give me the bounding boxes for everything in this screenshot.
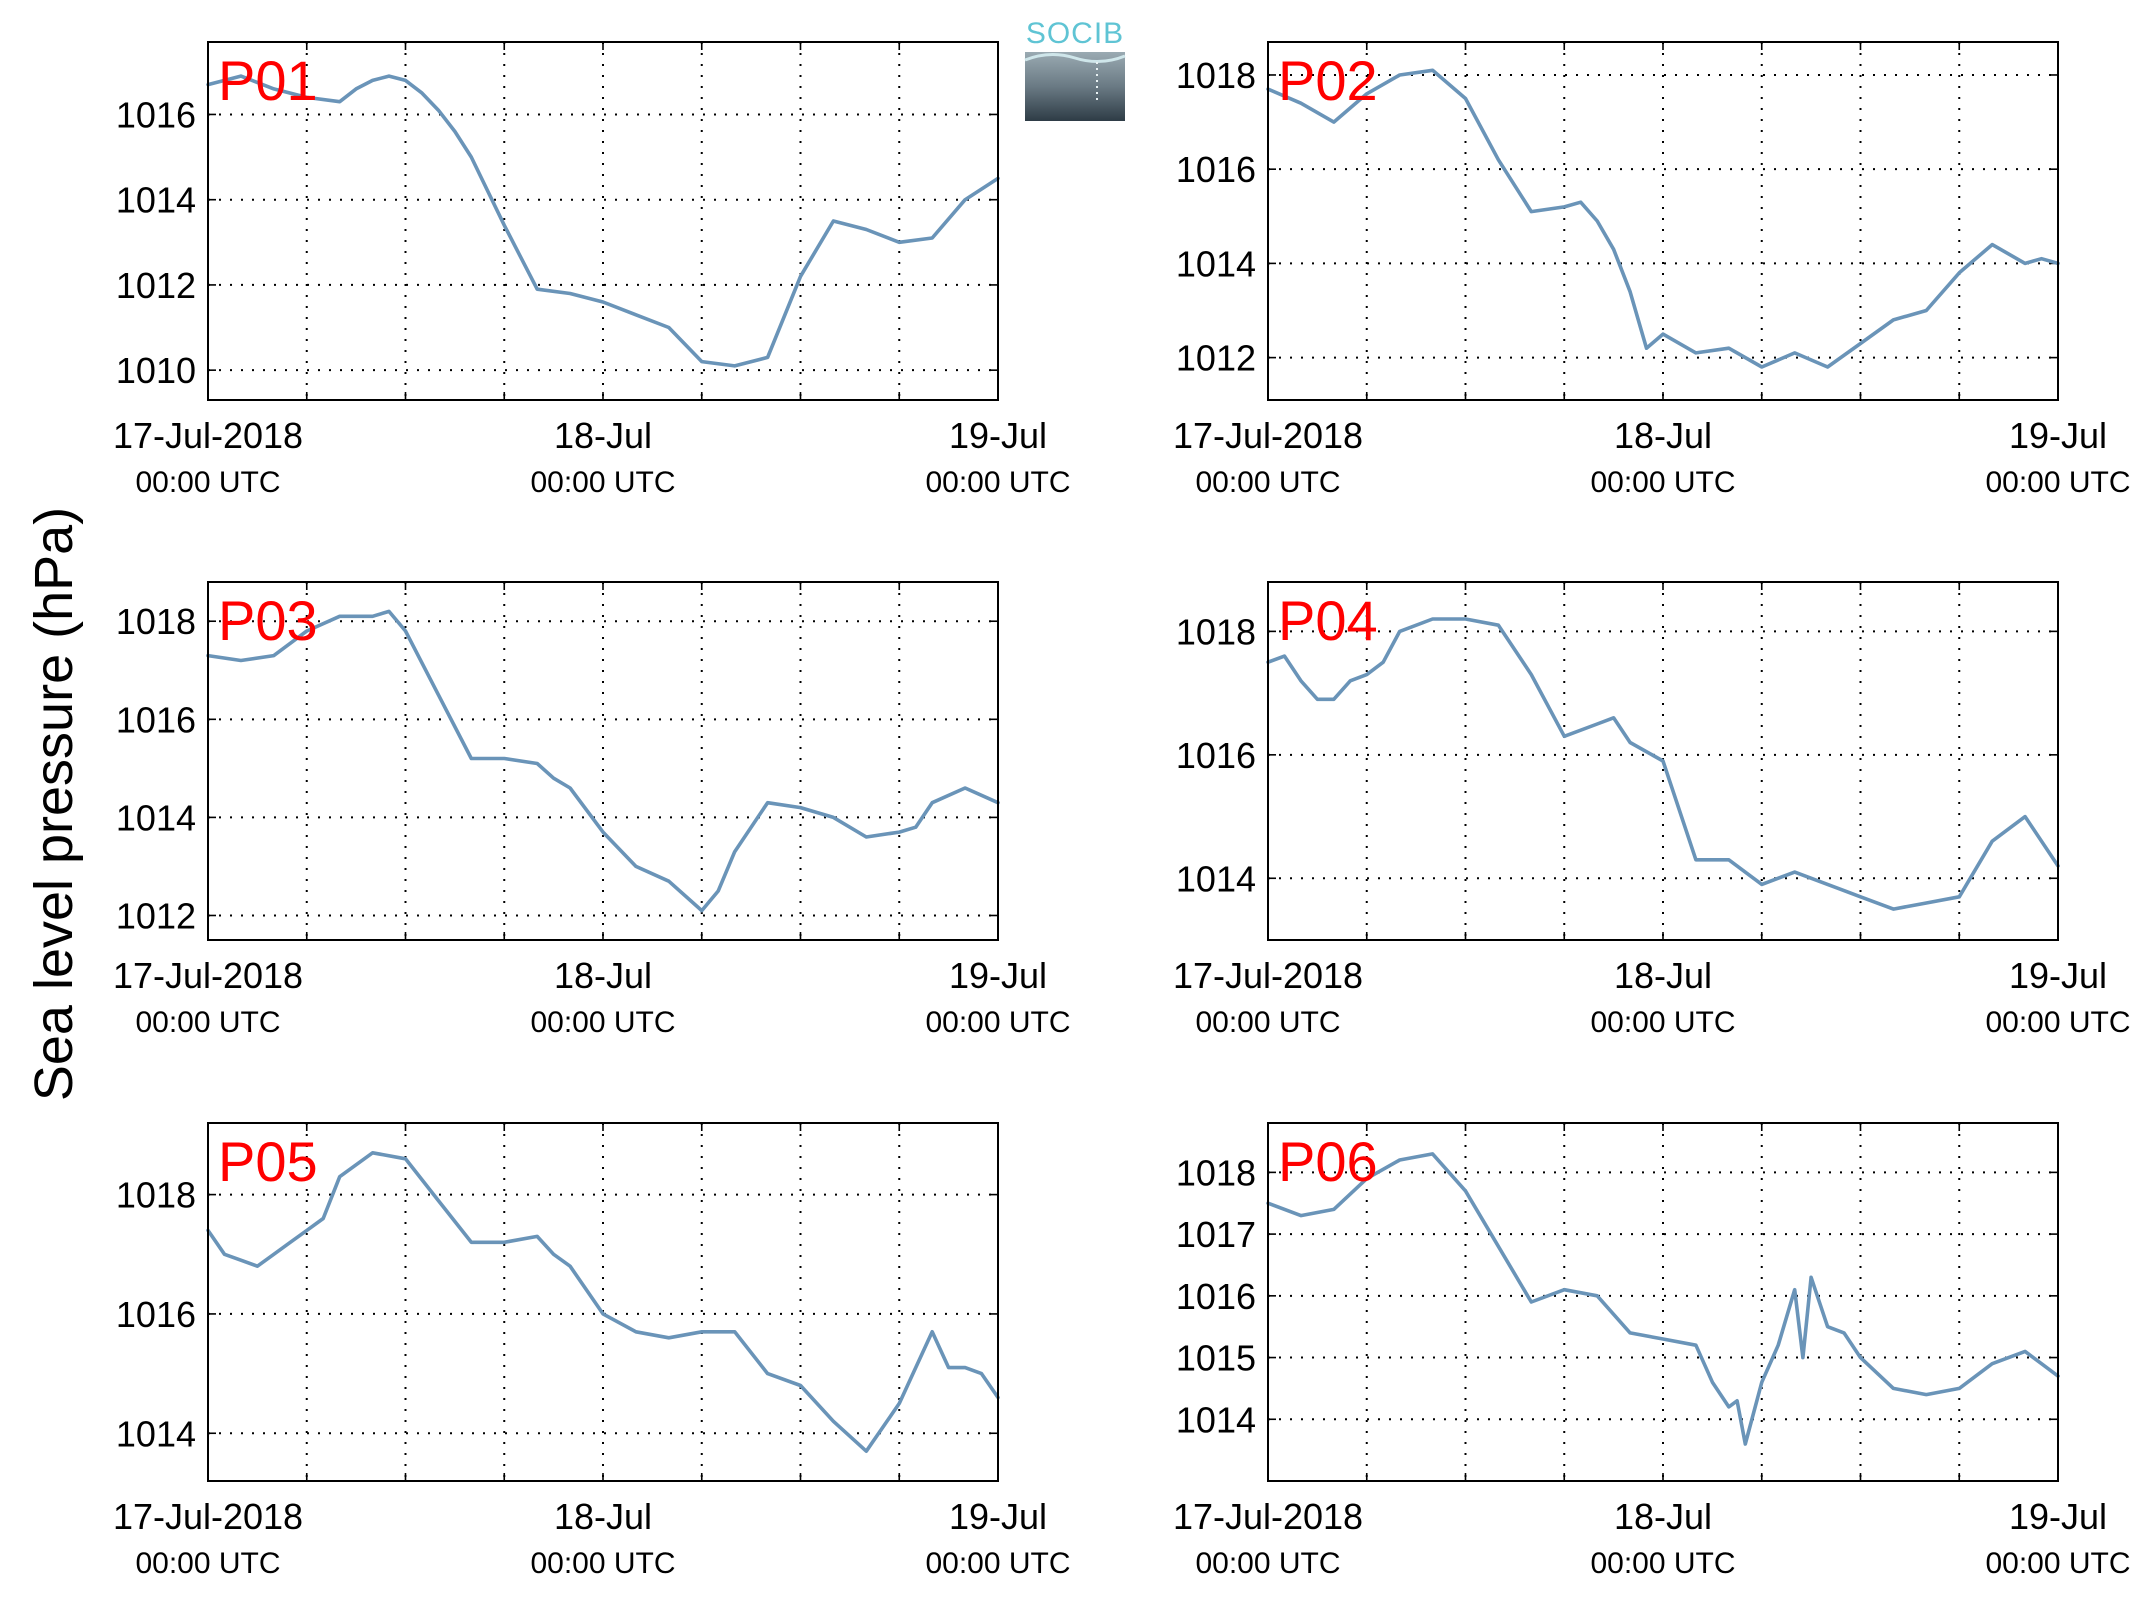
x-tick-date-label: 19-Jul: [2009, 955, 2107, 996]
panel-label-p04: P04: [1278, 589, 1378, 652]
x-tick-time-label: 00:00 UTC: [1590, 1547, 1735, 1580]
logo-text: SOCIB: [1026, 17, 1124, 50]
x-tick-time-label: 00:00 UTC: [1590, 1006, 1735, 1039]
x-tick-time-label: 00:00 UTC: [1195, 466, 1340, 499]
y-tick-label: 1014: [1176, 1399, 1256, 1440]
series-line-p01: [206, 74, 1000, 368]
x-tick-time-label: 00:00 UTC: [530, 1547, 675, 1580]
x-tick-time-label: 00:00 UTC: [925, 1547, 1070, 1580]
x-tick-date-label: 19-Jul: [2009, 415, 2107, 456]
plot-frame: [1267, 41, 2059, 401]
y-tick-label: 1016: [116, 1294, 196, 1335]
plot-frame: [207, 1122, 999, 1482]
series-line-p03: [206, 609, 1000, 913]
y-tick-label: 1016: [116, 699, 196, 740]
panel-label-p01: P01: [218, 49, 318, 112]
panels: 1010 1012 1014 1016 17-Jul-2018 00:00 UTC 18-J…: [113, 41, 2131, 1580]
y-tick-label: 1018: [116, 1175, 196, 1216]
panel-p04: 1014 1016 1018 17-Jul-2018 00:00 UTC 18-Jul 00…: [1173, 581, 2131, 1039]
series-line-p04: [1266, 617, 2060, 911]
x-tick-time-label: 00:00 UTC: [1590, 466, 1735, 499]
x-tick-time-label: 00:00 UTC: [1985, 1006, 2130, 1039]
x-tick-date-label: 17-Jul-2018: [1173, 1496, 1363, 1537]
y-tick-label: 1017: [1176, 1214, 1256, 1255]
logo-block: [1025, 52, 1125, 121]
x-tick-time-label: 00:00 UTC: [530, 466, 675, 499]
y-tick-label: 1018: [1176, 55, 1256, 96]
x-tick-time-label: 00:00 UTC: [925, 466, 1070, 499]
x-tick-date-label: 17-Jul-2018: [1173, 415, 1363, 456]
x-tick-date-label: 17-Jul-2018: [113, 1496, 303, 1537]
x-tick-time-label: 00:00 UTC: [1985, 1547, 2130, 1580]
y-tick-label: 1014: [1176, 858, 1256, 899]
y-tick-label: 1015: [1176, 1338, 1256, 1379]
y-tick-label: 1012: [116, 895, 196, 936]
x-tick-time-label: 00:00 UTC: [1195, 1006, 1340, 1039]
x-tick-date-label: 17-Jul-2018: [113, 415, 303, 456]
series-line-p02: [1266, 68, 2060, 369]
y-tick-label: 1014: [1176, 243, 1256, 284]
socib-logo: SOCIB: [1024, 17, 1126, 121]
x-tick-date-label: 17-Jul-2018: [113, 955, 303, 996]
x-tick-date-label: 18-Jul: [1614, 955, 1712, 996]
y-tick-label: 1018: [1176, 611, 1256, 652]
x-tick-date-label: 19-Jul: [949, 415, 1047, 456]
x-tick-date-label: 17-Jul-2018: [1173, 955, 1363, 996]
x-tick-time-label: 00:00 UTC: [135, 1547, 280, 1580]
panel-label-p06: P06: [1278, 1130, 1378, 1193]
y-tick-label: 1010: [116, 350, 196, 391]
y-axis-label: Sea level pressure (hPa): [24, 507, 84, 1101]
x-tick-date-label: 18-Jul: [1614, 1496, 1712, 1537]
panel-p06: 1014 1015 1016 1017 1018 17-Jul-2018 00:00 UTC…: [1173, 1122, 2131, 1580]
panel-p01: 1010 1012 1014 1016 17-Jul-2018 00:00 UTC 18-J…: [113, 41, 1071, 499]
logo-wave: [1024, 53, 1126, 63]
x-tick-time-label: 00:00 UTC: [925, 1006, 1070, 1039]
y-tick-label: 1016: [1176, 1276, 1256, 1317]
x-tick-date-label: 18-Jul: [554, 955, 652, 996]
x-tick-date-label: 18-Jul: [1614, 415, 1712, 456]
y-tick-label: 1016: [1176, 149, 1256, 190]
y-tick-label: 1012: [1176, 338, 1256, 379]
panel-p03: 1012 1014 1016 1018 17-Jul-2018 00:00 UTC 18-J…: [113, 581, 1071, 1039]
x-tick-date-label: 18-Jul: [554, 415, 652, 456]
x-tick-time-label: 00:00 UTC: [1985, 466, 2130, 499]
x-tick-date-label: 19-Jul: [949, 955, 1047, 996]
plot-frame: [1267, 1122, 2059, 1482]
x-tick-time-label: 00:00 UTC: [135, 1006, 280, 1039]
x-tick-time-label: 00:00 UTC: [1195, 1547, 1340, 1580]
x-tick-date-label: 19-Jul: [2009, 1496, 2107, 1537]
x-tick-date-label: 18-Jul: [554, 1496, 652, 1537]
panel-label-p03: P03: [218, 589, 318, 652]
y-tick-label: 1016: [116, 94, 196, 135]
y-tick-label: 1014: [116, 1413, 196, 1454]
panel-label-p02: P02: [1278, 49, 1378, 112]
panel-p05: 1014 1016 1018 17-Jul-2018 00:00 UTC 18-Jul 00…: [113, 1122, 1071, 1580]
panel-p02: 1012 1014 1016 1018 17-Jul-2018 00:00 UTC 18-J…: [1173, 41, 2131, 499]
x-tick-time-label: 00:00 UTC: [135, 466, 280, 499]
series-line-p06: [1266, 1152, 2060, 1446]
x-tick-time-label: 00:00 UTC: [530, 1006, 675, 1039]
plot-frame: [1267, 581, 2059, 941]
panel-label-p05: P05: [218, 1130, 318, 1193]
y-tick-label: 1014: [116, 797, 196, 838]
x-tick-date-label: 19-Jul: [949, 1496, 1047, 1537]
y-tick-label: 1018: [116, 601, 196, 642]
y-tick-label: 1012: [116, 265, 196, 306]
plot-frame: [207, 41, 999, 401]
series-line-p05: [206, 1151, 1000, 1453]
y-tick-label: 1016: [1176, 735, 1256, 776]
y-tick-label: 1018: [1176, 1152, 1256, 1193]
y-tick-label: 1014: [116, 180, 196, 221]
plot-frame: [207, 581, 999, 941]
